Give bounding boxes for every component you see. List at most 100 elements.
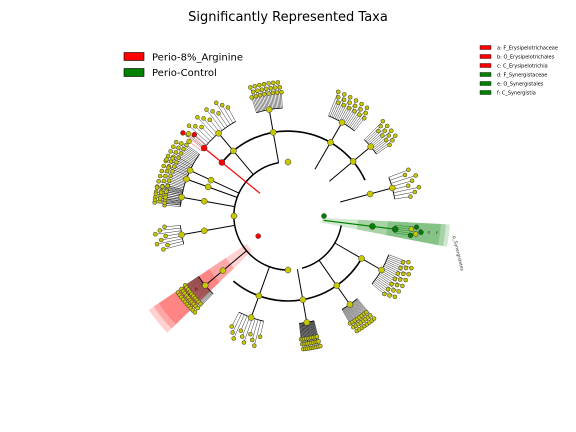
- tree-branch: [161, 192, 182, 197]
- tree-branch: [388, 256, 404, 263]
- tree-branch: [378, 275, 392, 285]
- tree-branch: [188, 133, 206, 148]
- taxon-node: [249, 337, 255, 343]
- tree-arc: [232, 258, 363, 302]
- tree-branch: [167, 241, 184, 246]
- taxon-node: [252, 343, 257, 348]
- tree-branch: [393, 187, 419, 193]
- taxon-node: [392, 294, 398, 300]
- taxon-node: [201, 116, 206, 121]
- taxon-node: [229, 324, 234, 329]
- significant-taxon-node: [418, 229, 424, 235]
- tree-branch: [183, 148, 198, 158]
- tree-branch: [251, 97, 257, 113]
- tree-branch: [204, 250, 247, 286]
- tree-branch: [277, 92, 279, 109]
- taxon-node: [403, 277, 408, 283]
- taxon-node: [170, 169, 175, 174]
- taxon-node: [186, 167, 194, 174]
- tree-branch: [372, 135, 389, 149]
- tree-branch: [191, 283, 205, 295]
- taxon-node: [395, 271, 401, 276]
- tree-branch: [254, 320, 262, 346]
- tree-branch: [318, 259, 351, 305]
- tree-branch: [181, 224, 235, 236]
- taxon-node: [358, 255, 365, 262]
- tree-branch: [281, 92, 283, 109]
- tree-branch: [350, 114, 360, 128]
- clade-sector-e: [356, 219, 446, 247]
- taxon-node: [299, 296, 307, 303]
- taxon-node: [176, 145, 181, 151]
- tree-branch: [376, 278, 394, 291]
- tree-branch: [345, 111, 355, 125]
- tree-branch: [164, 200, 181, 203]
- tree-branch: [343, 308, 353, 323]
- tree-branch: [394, 196, 411, 200]
- taxon-node: [165, 183, 170, 189]
- tree-branch: [346, 306, 355, 321]
- tree-branch: [336, 105, 344, 120]
- taxon-node: [201, 197, 208, 205]
- tree-branch: [356, 299, 367, 313]
- taxon-node: [176, 155, 181, 161]
- tree-branch: [162, 186, 183, 192]
- taxon-node: [402, 172, 408, 178]
- tree-branch: [272, 92, 275, 109]
- taxon-node: [168, 149, 173, 154]
- taxon-node: [204, 107, 209, 112]
- taxon-node: [275, 80, 281, 85]
- taxon-node: [401, 271, 406, 277]
- taxon-node: [171, 144, 176, 149]
- taxon-node: [347, 100, 352, 105]
- taxon-node: [405, 183, 411, 188]
- clade-legend-swatch-b: [479, 54, 492, 59]
- tree-branch: [166, 190, 183, 194]
- clade-legend-swatch-f: [479, 90, 492, 95]
- taxon-node: [406, 259, 411, 265]
- clade-sector-c: [148, 244, 252, 333]
- tree-branch: [227, 107, 236, 122]
- taxon-node: [363, 110, 368, 116]
- taxon-node: [385, 286, 391, 292]
- clade-legend: a: F_Erysipelotrichaceae b: O_Erysipelot…: [479, 45, 558, 97]
- taxon-node: [156, 179, 161, 184]
- taxon-node: [327, 139, 334, 146]
- significant-taxon-node: [191, 131, 198, 138]
- taxon-node: [387, 293, 392, 298]
- taxon-node: [248, 331, 253, 337]
- taxon-node: [186, 123, 192, 128]
- taxon-node: [219, 102, 225, 108]
- taxon-node: [158, 190, 164, 195]
- taxon-node: [253, 93, 259, 99]
- tree-arc: [233, 162, 289, 271]
- tree-branch: [159, 227, 181, 231]
- taxon-node: [390, 138, 395, 143]
- tree-branch: [186, 144, 200, 155]
- taxon-node: [376, 128, 381, 134]
- taxon-node: [239, 334, 245, 339]
- tree-branch: [167, 185, 184, 191]
- tree-branch: [186, 278, 200, 288]
- significant-taxon-node: [369, 223, 376, 230]
- clade-legend-label-b: b: O_Erysipelotrichales: [497, 55, 555, 61]
- tree-branch: [385, 261, 401, 269]
- taxon-node: [230, 330, 235, 335]
- tree-branch: [194, 134, 207, 146]
- tree-branch: [167, 185, 184, 190]
- tree-branch: [186, 178, 238, 198]
- taxon-node: [413, 173, 418, 178]
- taxon-node: [403, 265, 409, 271]
- tree-branch: [394, 232, 411, 236]
- tree-branch: [242, 316, 250, 337]
- tree-branch: [203, 118, 218, 135]
- tree-branch: [365, 126, 381, 142]
- taxon-node: [181, 146, 186, 152]
- taxon-node: [202, 282, 209, 289]
- tree-branch: [233, 314, 245, 339]
- taxon-node: [273, 85, 278, 90]
- taxon-node: [406, 271, 411, 277]
- taxon-node: [162, 200, 167, 206]
- tree-branch: [386, 259, 407, 269]
- taxon-node: [358, 107, 363, 112]
